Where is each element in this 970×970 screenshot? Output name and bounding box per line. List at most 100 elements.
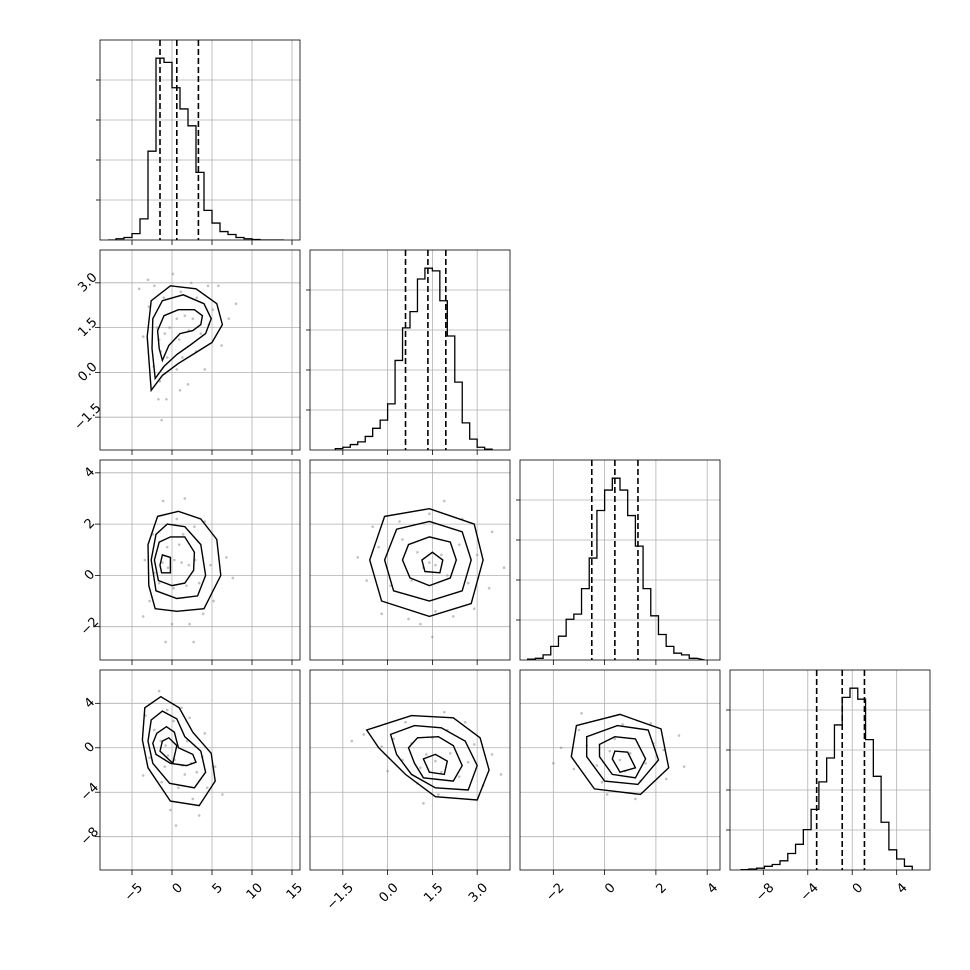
hist-panel-p3 — [726, 669, 931, 871]
sample-point — [155, 326, 159, 329]
sample-point — [177, 786, 180, 790]
panel-frame — [99, 459, 301, 661]
sample-point — [193, 525, 196, 528]
sample-point — [141, 335, 145, 338]
panel-frame — [729, 669, 931, 871]
sample-point — [431, 635, 434, 639]
x-tick-label: −4 — [798, 880, 822, 904]
sample-point — [398, 520, 401, 523]
sample-point — [600, 780, 604, 784]
contour-level — [383, 520, 472, 602]
sample-point — [463, 720, 467, 724]
sample-point — [580, 712, 583, 715]
contour-level — [389, 724, 478, 791]
density — [141, 497, 235, 644]
grid — [310, 250, 510, 450]
sample-point — [195, 296, 199, 300]
contour-level — [422, 753, 449, 776]
sample-point — [148, 599, 151, 603]
sample-point — [209, 563, 212, 567]
sample-point — [183, 497, 187, 500]
sample-point — [416, 551, 419, 554]
contour-level — [365, 714, 490, 801]
panel-frame — [99, 249, 301, 451]
contour-level — [141, 695, 216, 807]
panel-frame — [309, 249, 511, 451]
sample-point — [158, 380, 162, 383]
sample-point — [664, 777, 668, 781]
sample-point — [490, 530, 494, 534]
sample-point — [434, 609, 437, 613]
sample-point — [186, 383, 190, 386]
histogram-p0 — [108, 57, 284, 240]
panel-frame — [99, 669, 301, 871]
sample-point — [608, 749, 612, 753]
sample-point — [621, 723, 624, 726]
sample-point — [174, 824, 178, 827]
sample-point — [172, 719, 175, 723]
contour-level — [156, 309, 204, 363]
sample-point — [197, 581, 201, 585]
density — [552, 712, 686, 801]
sample-point — [188, 716, 191, 720]
sample-point — [350, 739, 354, 743]
y-tick-label: 1.5 — [75, 315, 100, 340]
sample-point — [212, 599, 215, 603]
sample-point — [217, 284, 220, 288]
sample-point — [227, 317, 231, 320]
sample-point — [475, 553, 479, 557]
y-tick-label: 0 — [82, 567, 98, 583]
contour-level — [147, 710, 207, 789]
sample-point — [428, 561, 431, 564]
sample-point — [171, 272, 175, 276]
sample-point — [572, 767, 576, 771]
density — [350, 710, 503, 805]
sample-point — [371, 525, 374, 528]
sample-point — [157, 581, 161, 585]
sample-point — [203, 368, 207, 371]
y-tick-label: 3.0 — [75, 270, 100, 295]
histogram-p1 — [334, 267, 493, 450]
scatter-panel-p0-p3 — [99, 669, 301, 871]
sample-point — [201, 612, 205, 616]
x-tick-label: 2 — [653, 880, 669, 896]
sample-point — [166, 754, 170, 757]
x-tick-label: −8 — [753, 880, 777, 904]
sample-point — [163, 332, 167, 335]
sample-point — [677, 734, 681, 737]
sample-point — [446, 574, 449, 577]
sample-point — [162, 296, 166, 300]
sample-point — [552, 762, 555, 765]
sample-point — [472, 743, 476, 746]
sample-point — [148, 756, 151, 760]
sample-point — [221, 793, 224, 796]
sample-point — [163, 765, 167, 768]
contour-level — [598, 735, 647, 779]
sample-point — [220, 344, 223, 347]
sample-point — [407, 617, 410, 621]
contour-level — [151, 294, 212, 381]
sample-point — [234, 302, 238, 306]
x-tick-label: −5 — [122, 880, 146, 904]
grid — [310, 460, 510, 660]
contour-level — [150, 523, 207, 600]
sample-point — [189, 281, 193, 285]
sample-point — [662, 748, 665, 752]
y-tick-label: 0.0 — [75, 360, 100, 385]
x-tick-label: −2 — [543, 880, 567, 904]
sample-point — [143, 558, 147, 562]
sample-point — [577, 728, 581, 732]
sample-point — [205, 786, 209, 790]
sample-point — [231, 576, 235, 580]
scatter-panel-p0-p2 — [99, 459, 301, 661]
sample-point — [451, 615, 455, 618]
sample-point — [191, 797, 195, 801]
sample-point — [404, 720, 407, 724]
grid — [100, 40, 300, 240]
contour-level — [586, 724, 660, 786]
x-tick-label: 15 — [284, 880, 306, 902]
sample-point — [644, 762, 647, 765]
y-tick-label: 0 — [82, 740, 98, 756]
sample-point — [425, 753, 428, 756]
